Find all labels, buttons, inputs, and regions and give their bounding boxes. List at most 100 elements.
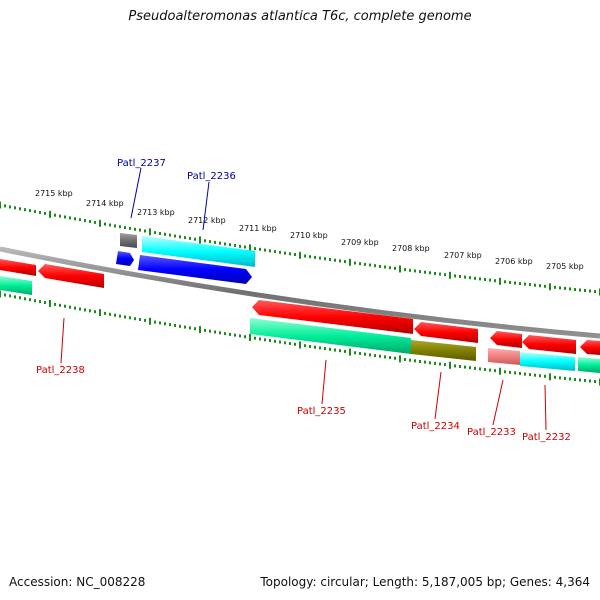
gene-patl-2234[interactable] [411, 340, 476, 361]
minor-tick [229, 332, 231, 336]
minor-tick [424, 360, 426, 364]
minor-tick [89, 309, 91, 313]
minor-tick [204, 239, 206, 243]
minor-tick [119, 314, 121, 318]
minor-tick [494, 369, 496, 373]
gene-patl-2237[interactable] [120, 233, 137, 248]
minor-tick [14, 206, 16, 210]
gene-red-right-2[interactable] [522, 335, 576, 354]
minor-tick [589, 379, 591, 383]
minor-tick [19, 207, 21, 211]
leader-patl-2235 [321, 359, 327, 405]
major-tick [199, 326, 201, 334]
gene-red-mid[interactable] [414, 322, 478, 343]
minor-tick [9, 294, 11, 298]
minor-tick [29, 209, 31, 213]
minor-tick [584, 289, 586, 292]
minor-tick [519, 282, 521, 285]
minor-tick [214, 330, 216, 334]
minor-tick [434, 272, 436, 275]
scale-label: 2706 kbp [495, 257, 533, 266]
minor-tick [89, 220, 91, 223]
minor-tick [479, 277, 481, 281]
minor-tick [184, 236, 186, 240]
minor-tick [559, 286, 561, 290]
minor-tick [289, 342, 291, 345]
gene-label-patl-2233[interactable]: Patl_2233 [467, 427, 516, 438]
minor-tick [284, 341, 286, 345]
gene-blue-long[interactable] [138, 255, 252, 284]
scale-labels: 2715 kbp 2714 kbp 2713 kbp 2712 kbp 2711… [35, 189, 584, 271]
minor-tick [459, 365, 461, 368]
gene-red-right-1[interactable] [490, 331, 522, 348]
minor-tick [319, 346, 321, 350]
gene-blue-small[interactable] [116, 251, 134, 266]
map-title: Pseudoalteromonas atlantica T6c, complet… [128, 9, 472, 24]
minor-tick [319, 256, 321, 260]
scale-label: 2710 kbp [290, 231, 328, 240]
minor-tick [389, 356, 391, 360]
gene-label-patl-2238[interactable]: Patl_2238 [36, 365, 85, 376]
minor-tick [504, 280, 506, 284]
minor-tick [309, 345, 311, 348]
minor-tick [129, 316, 131, 320]
minor-tick [154, 320, 156, 324]
minor-tick [124, 315, 126, 319]
minor-tick [329, 258, 331, 261]
gene-label-patl-2236[interactable]: Patl_2236 [187, 171, 236, 182]
minor-tick [109, 312, 111, 316]
minor-tick [79, 218, 81, 222]
minor-tick [309, 255, 311, 259]
gene-green-left[interactable] [0, 276, 32, 295]
minor-tick [479, 367, 481, 371]
minor-tick [289, 252, 291, 256]
scale-label: 2714 kbp [86, 199, 124, 208]
major-tick [549, 373, 551, 381]
minor-tick [59, 303, 61, 307]
minor-tick [379, 354, 381, 358]
scale-label: 2705 kbp [546, 262, 584, 271]
minor-tick [154, 231, 156, 235]
gene-label-patl-2232[interactable]: Patl_2232 [522, 432, 571, 443]
gene-patl-2238[interactable] [38, 264, 104, 288]
minor-tick [384, 355, 386, 359]
gene-patl-2236[interactable] [142, 236, 255, 267]
minor-tick [389, 266, 391, 270]
minor-tick [394, 266, 396, 270]
leader-patl-2237 [130, 167, 142, 219]
minor-tick [54, 213, 56, 217]
minor-tick [524, 282, 526, 286]
minor-tick [54, 302, 56, 306]
gene-patl-2233[interactable] [488, 348, 520, 365]
gene-label-patl-2235[interactable]: Patl_2235 [297, 406, 346, 417]
minor-tick [284, 251, 286, 255]
gene-label-patl-2234[interactable]: Patl_2234 [411, 421, 460, 432]
minor-tick [539, 284, 541, 288]
gene-patl-2235-red[interactable] [252, 300, 413, 334]
gene-green-right[interactable] [578, 357, 600, 373]
gene-patl-2235[interactable] [250, 318, 411, 354]
minor-tick [579, 288, 581, 292]
gene-label-patl-2237[interactable]: Patl_2237 [117, 158, 166, 169]
genome-backbone [0, 246, 600, 339]
minor-tick [529, 373, 531, 377]
minor-tick [4, 293, 6, 297]
minor-tick [424, 270, 426, 274]
minor-tick [244, 335, 246, 339]
minor-tick [169, 233, 171, 237]
minor-tick [74, 306, 76, 310]
minor-tick [29, 298, 31, 302]
accession-text: Accession: NC_008228 [9, 575, 146, 589]
minor-tick [224, 332, 226, 336]
gene-patl-2232[interactable] [520, 352, 575, 371]
major-tick [349, 348, 351, 356]
gene-red-right-3[interactable] [580, 340, 600, 355]
minor-tick [469, 276, 471, 280]
minor-tick [324, 257, 326, 261]
gene-red-left-1[interactable] [0, 259, 36, 276]
minor-tick [179, 235, 181, 239]
minor-tick [559, 376, 561, 380]
minor-tick [534, 373, 536, 377]
minor-tick [234, 333, 236, 337]
